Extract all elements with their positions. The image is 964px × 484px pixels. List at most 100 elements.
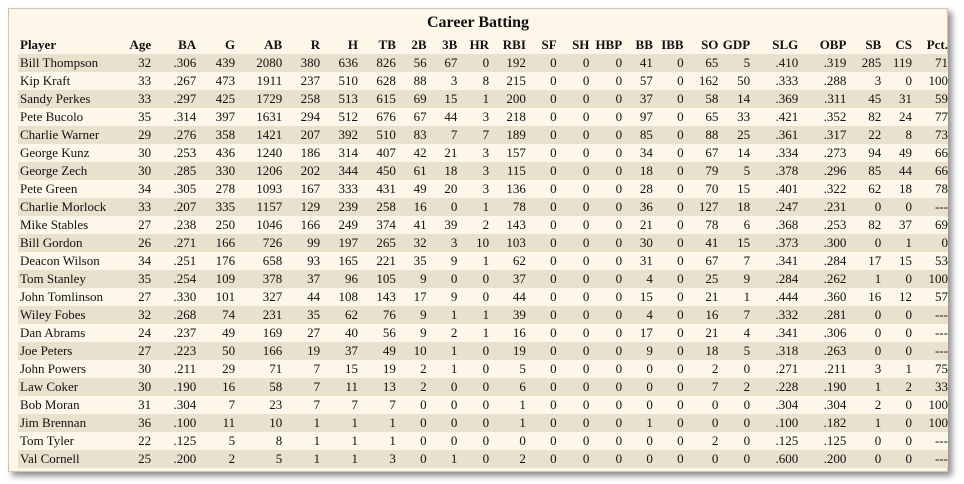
column-header: RBI [502, 37, 526, 52]
column-header: Player [20, 37, 57, 52]
stat-cell: 0 [615, 235, 623, 250]
stat-cell: .284 [823, 253, 847, 268]
stat-cell: 41 [705, 235, 719, 250]
stat-cell: 0 [677, 145, 684, 160]
stat-cell: 0 [582, 217, 590, 232]
player-name-cell: Bill Thompson [20, 55, 99, 70]
stat-cell: 0 [905, 271, 912, 286]
stat-cell: 0 [677, 55, 684, 70]
table-row: Bill Gordon 26.271 166 726 99 197 265 32 3 10 103 0… [18, 234, 948, 252]
stat-cell: 344 [338, 163, 358, 178]
stat-cell: --- [935, 325, 948, 340]
stat-cell: 397 [215, 109, 236, 124]
stat-cell: 436 [215, 145, 236, 160]
stat-cell: 200 [506, 91, 526, 106]
stat-cell: 0 [874, 343, 882, 358]
stat-cell: 1631 [256, 109, 283, 124]
stat-cell: 78 [935, 181, 948, 196]
stat-cell: .100 [775, 415, 799, 430]
stat-cell: 0 [905, 415, 912, 430]
stat-cell: .361 [775, 127, 799, 142]
stat-cell: 33 [737, 109, 751, 124]
stat-cell: 0 [905, 451, 912, 466]
column-header: 3B [442, 37, 458, 52]
stat-cell: 0 [615, 217, 623, 232]
stat-cell: 94 [868, 145, 882, 160]
stat-cell: 0 [482, 433, 490, 448]
stat-cell: 7 [711, 379, 719, 394]
stat-cell: 11 [222, 415, 236, 430]
column-header: R [310, 37, 321, 52]
stat-cell: 33 [935, 379, 948, 394]
career-batting-panel: Career Batting Player Age BA G AB R H TB 2B 3B HR R… [8, 8, 948, 472]
stat-cell: 407 [376, 145, 396, 160]
stat-cell: 0 [615, 253, 623, 268]
stat-cell: 2 [420, 361, 427, 376]
stat-cell: 1 [905, 235, 912, 250]
stat-cell: 10 [269, 415, 283, 430]
stat-cell: 23 [269, 397, 283, 412]
stat-cell: .100 [173, 415, 197, 430]
stat-cell: 88 [413, 73, 427, 88]
stat-cell: 19 [307, 343, 321, 358]
stat-cell: 0 [615, 451, 623, 466]
stat-cell: 0 [582, 181, 590, 196]
stat-cell: 0 [550, 73, 557, 88]
stat-cell: .263 [823, 343, 847, 358]
stat-cell: 37 [512, 271, 526, 286]
stat-cell: .273 [823, 145, 847, 160]
stat-cell: .267 [173, 73, 197, 88]
stat-cell: 0 [420, 433, 427, 448]
stat-cell: 2 [450, 325, 458, 340]
stat-cell: 0 [743, 415, 751, 430]
stat-cell: 27 [138, 343, 152, 358]
stat-cell: 358 [215, 127, 236, 142]
player-name-cell: Kip Kraft [20, 73, 71, 88]
stat-cell: 82 [868, 217, 882, 232]
stat-cell: 9 [420, 307, 427, 322]
stat-cell: .271 [775, 361, 799, 376]
stat-cell: .314 [173, 109, 197, 124]
stat-cell: .317 [823, 127, 847, 142]
stat-cell: 7 [482, 127, 490, 142]
stat-cell: 450 [376, 163, 396, 178]
stat-cell: 3 [874, 361, 882, 376]
stat-cell: 8 [275, 433, 283, 448]
stat-cell: 2 [905, 379, 912, 394]
stat-cell: 57 [639, 73, 653, 88]
table-row: Jim Brennan 36.100 11 10 1 1 1 0 0 0 1 0 0 0 1 0 0 0.100.… [18, 414, 948, 432]
stat-cell: 9 [646, 343, 653, 358]
stat-cell: 0 [711, 415, 719, 430]
stat-cell: 3 [482, 145, 490, 160]
stat-cell: 473 [215, 73, 236, 88]
stat-cell: 176 [215, 253, 236, 268]
stat-cell: 0 [905, 199, 912, 214]
stat-cell: 1 [519, 415, 526, 430]
stat-cell: 0 [582, 127, 590, 142]
stat-cell: 2 [743, 379, 751, 394]
stat-cell: 15 [639, 289, 653, 304]
stat-cell: .288 [823, 73, 847, 88]
stat-cell: 22 [868, 127, 882, 142]
stat-cell: 425 [215, 91, 236, 106]
stat-cell: 0 [450, 397, 458, 412]
stat-cell: 0 [615, 127, 623, 142]
stat-cell: .300 [823, 235, 847, 250]
stat-cell: 0 [615, 343, 623, 358]
stat-cell: 676 [376, 109, 396, 124]
stat-cell: 16 [705, 307, 719, 322]
stat-cell: 166 [262, 343, 283, 358]
stat-cell: .262 [823, 271, 847, 286]
stat-cell: 9 [420, 325, 427, 340]
stat-cell: 127 [698, 199, 719, 214]
stat-cell: .341 [775, 253, 799, 268]
stat-cell: 82 [868, 109, 882, 124]
stat-cell: 0 [677, 199, 684, 214]
table-row: Charlie Morlock 33 .207 335 1157 129 239 258 16 0… [18, 198, 948, 216]
stat-cell: 0 [582, 91, 590, 106]
stat-cell: 0 [582, 379, 590, 394]
stat-cell: 7 [313, 379, 321, 394]
column-header: SLG [772, 37, 799, 52]
stat-cell: 0 [646, 361, 653, 376]
stat-cell: 628 [376, 73, 396, 88]
